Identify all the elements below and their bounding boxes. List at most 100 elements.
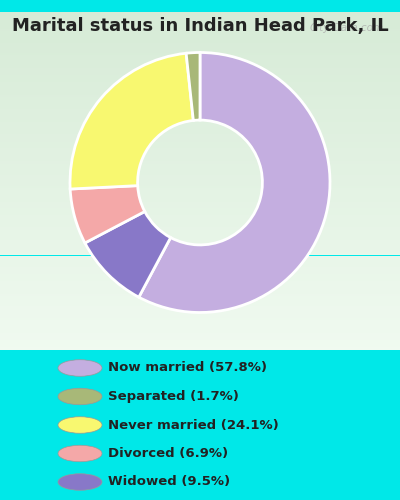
Wedge shape — [70, 186, 145, 243]
Bar — [0, 141, 400, 142]
Bar — [0, 78, 400, 80]
Bar — [0, 232, 400, 234]
Bar — [0, 58, 400, 59]
Bar — [0, 104, 400, 106]
Bar — [0, 70, 400, 71]
Bar — [0, 72, 400, 73]
Bar — [0, 224, 400, 225]
Bar — [0, 68, 400, 70]
Bar — [0, 266, 400, 268]
Bar — [0, 66, 400, 68]
Bar — [0, 119, 400, 120]
Text: Now married (57.8%): Now married (57.8%) — [108, 362, 267, 374]
Bar — [0, 225, 400, 227]
Bar — [0, 160, 400, 161]
Bar — [0, 174, 400, 176]
Wedge shape — [70, 53, 193, 189]
Bar — [0, 173, 400, 174]
Bar — [0, 252, 400, 254]
Bar — [0, 102, 400, 104]
Bar — [0, 84, 400, 85]
Bar — [0, 208, 400, 210]
Bar — [0, 298, 400, 300]
Bar — [0, 214, 400, 215]
Text: Widowed (9.5%): Widowed (9.5%) — [108, 476, 230, 488]
Circle shape — [58, 417, 102, 433]
Bar — [0, 54, 400, 56]
Bar — [0, 73, 400, 75]
Bar — [0, 41, 400, 43]
Bar — [0, 310, 400, 311]
Bar — [0, 304, 400, 306]
Bar — [0, 48, 400, 50]
Bar — [0, 336, 400, 338]
Bar — [0, 215, 400, 216]
Bar — [0, 242, 400, 244]
Bar — [0, 206, 400, 208]
Bar — [0, 21, 400, 22]
Bar — [0, 63, 400, 65]
Bar — [0, 260, 400, 262]
Bar — [0, 88, 400, 90]
Bar — [0, 326, 400, 328]
Bar — [0, 186, 400, 188]
Bar — [0, 16, 400, 18]
Bar — [0, 120, 400, 122]
Bar — [0, 279, 400, 281]
Bar — [0, 130, 400, 132]
Bar — [0, 244, 400, 246]
Bar — [0, 220, 400, 222]
Bar — [0, 247, 400, 248]
Bar — [0, 237, 400, 238]
Text: Separated (1.7%): Separated (1.7%) — [108, 390, 239, 403]
Bar — [0, 24, 400, 26]
Bar — [0, 124, 400, 126]
Bar — [0, 30, 400, 31]
Bar — [0, 164, 400, 166]
Bar — [0, 176, 400, 178]
Bar — [0, 44, 400, 46]
Bar — [0, 32, 400, 34]
Bar — [0, 210, 400, 212]
Bar — [0, 180, 400, 181]
Bar — [0, 86, 400, 88]
Bar — [0, 269, 400, 270]
Bar — [0, 335, 400, 336]
Bar — [0, 328, 400, 330]
Bar — [0, 97, 400, 98]
Bar — [0, 62, 400, 63]
Text: Marital status in Indian Head Park, IL: Marital status in Indian Head Park, IL — [12, 18, 388, 36]
Bar — [0, 278, 400, 279]
Bar — [0, 114, 400, 116]
Bar — [0, 106, 400, 107]
Bar — [0, 43, 400, 44]
Bar — [0, 216, 400, 218]
Bar — [0, 292, 400, 294]
Bar — [0, 116, 400, 117]
Bar — [0, 46, 400, 48]
Bar — [0, 324, 400, 326]
Bar — [0, 161, 400, 162]
Circle shape — [58, 360, 102, 376]
Bar — [0, 65, 400, 66]
Bar — [0, 196, 400, 198]
Bar — [0, 330, 400, 332]
Bar — [0, 80, 400, 82]
Bar — [0, 162, 400, 164]
Bar — [0, 346, 400, 348]
Bar — [0, 198, 400, 200]
Bar — [0, 178, 400, 180]
Bar — [0, 144, 400, 146]
Bar — [0, 250, 400, 252]
Bar — [0, 230, 400, 232]
Bar — [0, 26, 400, 28]
Bar — [0, 98, 400, 100]
Bar — [0, 60, 400, 62]
Bar — [0, 14, 400, 16]
Bar — [0, 156, 400, 158]
Bar — [0, 134, 400, 136]
Bar — [0, 234, 400, 235]
Bar — [0, 190, 400, 192]
Wedge shape — [85, 212, 171, 297]
Bar — [0, 212, 400, 214]
